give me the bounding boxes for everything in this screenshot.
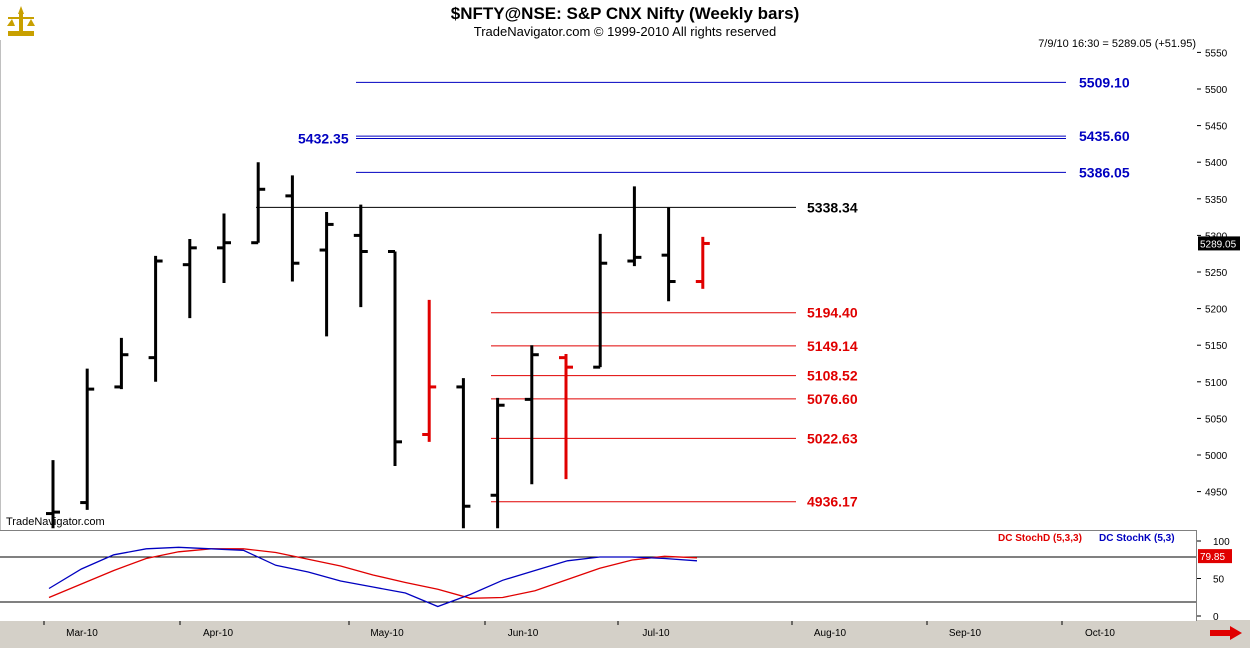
title-bar: $NFTY@NSE: S&P CNX Nifty (Weekly bars) T…	[0, 0, 1250, 40]
x-tick-label: Apr-10	[203, 628, 233, 639]
x-tick-label: Aug-10	[814, 628, 847, 639]
y-tick-label: 5250	[1205, 268, 1228, 279]
chart-title: $NFTY@NSE: S&P CNX Nifty (Weekly bars)	[450, 4, 800, 23]
level-label: 5386.05	[1079, 164, 1130, 180]
stoch-last-box	[1198, 549, 1232, 564]
price-panel[interactable]: 5509.10 5435.60 5432.35 5386.05 5338.34 5194.…	[0, 38, 1198, 530]
y-tick-label: 5050	[1205, 414, 1228, 425]
level-label: 5509.10	[1079, 74, 1130, 90]
y-tick-label: 5500	[1205, 85, 1228, 96]
level-label: 5432.35	[298, 131, 349, 147]
y-axis-svg: 4950500050505100515052005250530053505400…	[1197, 48, 1240, 623]
chart-subtitle: TradeNavigator.com © 1999-2010 All right…	[473, 24, 777, 39]
y-tick-label: 5550	[1205, 48, 1228, 59]
y-tick-label: 5400	[1205, 158, 1228, 169]
stochastic-chart	[0, 546, 1196, 608]
x-tick-label: May-10	[370, 628, 404, 639]
x-axis-svg: Mar-10 Apr-10 May-10 Jun-10 Jul-10 Aug-10 Sep-…	[43, 621, 1115, 639]
y-tick-label: 4950	[1205, 488, 1228, 499]
price-chart: 5509.10 5435.60 5432.35 5386.05 5338.34 5194.…	[46, 74, 1130, 529]
last-price-label: 5289.05	[1200, 239, 1237, 250]
stochk-line	[48, 546, 698, 608]
stochastic-panel[interactable]: DC StochD (5,3,3) DC StochK (5,3)	[0, 530, 1197, 621]
x-tick-label: Mar-10	[66, 628, 98, 639]
y-tick-label: 5200	[1205, 305, 1228, 316]
last-price-info: 7/9/10 16:30 = 5289.05 (+51.95)	[1038, 38, 1196, 50]
level-label: 5194.40	[807, 305, 858, 321]
y-tick-label: 5150	[1205, 341, 1228, 352]
level-label: 5108.52	[807, 368, 858, 384]
x-tick-label: Sep-10	[949, 628, 982, 639]
stoch-y-tick-label: 0	[1213, 612, 1219, 620]
trade-navigator-logo-icon	[7, 6, 35, 36]
level-label: 5022.63	[807, 430, 858, 446]
y-axis: 4950500050505100515052005250530053505400…	[1197, 40, 1250, 623]
x-tick-label: Jun-10	[508, 628, 539, 639]
level-label: 4936.17	[807, 494, 858, 510]
stoch-last-label: 79.85	[1200, 552, 1225, 563]
legend-stochk: DC StochK (5,3)	[1099, 533, 1175, 544]
stoch-y-tick-label: 100	[1213, 537, 1230, 548]
y-tick-label: 5450	[1205, 122, 1228, 133]
x-axis: Mar-10 Apr-10 May-10 Jun-10 Jul-10 Aug-10 Sep-…	[0, 621, 1250, 643]
level-label: 5435.60	[1079, 128, 1130, 144]
last-price-box	[1198, 236, 1240, 251]
stochd-line	[48, 548, 698, 599]
x-tick-label: Oct-10	[1085, 628, 1115, 639]
y-tick-label: 5000	[1205, 451, 1228, 462]
scroll-right-arrow-icon[interactable]	[1210, 626, 1242, 640]
legend-stochd: DC StochD (5,3,3)	[998, 533, 1082, 544]
y-tick-label: 5350	[1205, 195, 1228, 206]
y-tick-label: 5100	[1205, 378, 1228, 389]
level-label: 5338.34	[807, 199, 858, 215]
watermark: TradeNavigator.com	[6, 516, 105, 528]
level-label: 5076.60	[807, 391, 858, 407]
level-label: 5149.14	[807, 338, 858, 354]
stoch-y-tick-label: 50	[1213, 575, 1225, 586]
x-tick-label: Jul-10	[642, 628, 670, 639]
